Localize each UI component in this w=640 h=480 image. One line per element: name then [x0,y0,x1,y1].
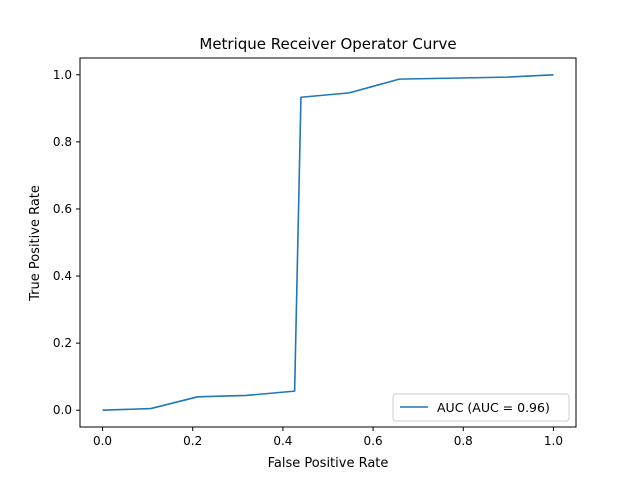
chart-title: Metrique Receiver Operator Curve [199,35,456,53]
roc-series-line-0 [102,73,554,412]
legend-box [392,393,570,422]
legend: AUC (AUC = 0.96) [392,393,570,422]
x-tick-label: 0.2 [183,434,202,448]
legend-entry-label: AUC (AUC = 0.96) [437,400,550,415]
plot-area [79,57,577,428]
x-tick-label: 0.6 [364,434,383,448]
x-axis-label: False Positive Rate [268,456,389,471]
axis-ticks: 0.0 0.2 0.4 0.6 0.8 1.0 0.0 0.2 0.4 0.6 0.8 1.0 [53,68,563,448]
y-tick-label: 0.2 [53,336,72,350]
x-tick-label: 0.4 [273,434,292,448]
y-tick-label: 0.6 [53,202,72,216]
y-tick-label: 0.8 [53,135,72,149]
y-tick-label: 0.0 [53,403,72,417]
y-tick-label: 1.0 [53,68,72,82]
y-tick-label: 0.4 [53,269,72,283]
axes-frame [79,57,577,428]
x-tick-label: 0.8 [454,434,473,448]
y-axis-label: True Positive Rate [28,185,43,302]
x-tick-label: 1.0 [544,434,563,448]
x-tick-label: 0.0 [93,434,112,448]
